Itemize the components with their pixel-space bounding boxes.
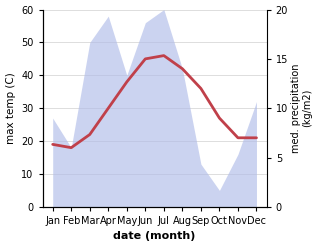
X-axis label: date (month): date (month) xyxy=(114,231,196,242)
Y-axis label: max temp (C): max temp (C) xyxy=(5,72,16,144)
Y-axis label: med. precipitation
(kg/m2): med. precipitation (kg/m2) xyxy=(291,63,313,153)
